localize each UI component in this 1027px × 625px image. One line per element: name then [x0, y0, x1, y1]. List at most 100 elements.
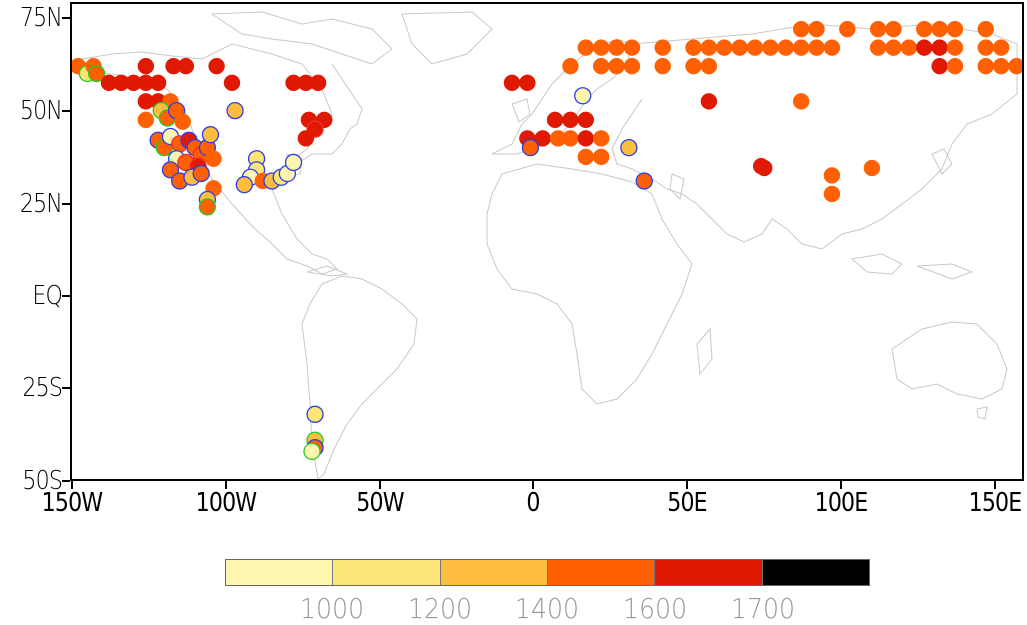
station-marker	[306, 405, 324, 423]
station-marker	[792, 39, 810, 56]
station-marker	[174, 113, 192, 130]
station-marker	[592, 130, 610, 147]
station-marker	[839, 20, 856, 38]
station-marker	[562, 130, 579, 147]
station-marker	[235, 176, 253, 194]
station-marker	[562, 111, 579, 129]
station-marker	[562, 57, 579, 75]
station-marker	[608, 39, 625, 56]
colorbar-label: 1200	[407, 592, 473, 625]
station-marker	[685, 39, 702, 56]
colorbar-segment	[655, 560, 763, 585]
station-marker	[205, 150, 222, 168]
station-marker	[900, 39, 918, 56]
station-marker	[808, 39, 825, 56]
station-marker	[869, 39, 887, 56]
station-marker	[823, 185, 841, 203]
x-tick-label: 50W	[356, 488, 404, 518]
station-marker	[577, 111, 595, 129]
station-marker	[823, 167, 841, 184]
station-marker	[1008, 57, 1022, 75]
station-marker	[297, 130, 315, 147]
station-marker	[309, 74, 327, 92]
station-marker	[685, 57, 702, 75]
station-marker	[226, 101, 244, 120]
station-marker	[137, 57, 155, 75]
x-tick-label: 0	[526, 488, 540, 518]
station-marker	[654, 39, 671, 56]
colorbar-segment	[333, 560, 441, 585]
station-marker	[223, 74, 241, 92]
station-marker	[521, 138, 540, 157]
station-marker	[931, 57, 948, 75]
station-marker	[87, 64, 106, 83]
station-marker	[201, 126, 220, 144]
station-marker	[592, 57, 610, 75]
station-marker	[931, 39, 948, 56]
y-tick-label: 25N	[19, 189, 63, 219]
station-marker	[977, 20, 995, 38]
station-marker	[161, 161, 180, 179]
station-marker	[519, 74, 536, 92]
station-marker	[946, 20, 964, 38]
station-marker	[885, 39, 902, 56]
station-marker	[620, 138, 638, 157]
x-tick-label: 100W	[195, 488, 257, 518]
station-marker	[592, 39, 610, 56]
station-marker	[731, 39, 748, 56]
colorbar-segment	[440, 560, 548, 585]
station-marker	[746, 39, 764, 56]
y-tick-label: 50S	[22, 466, 62, 496]
colorbar	[225, 559, 870, 586]
station-marker	[946, 57, 964, 75]
station-marker	[700, 57, 718, 75]
station-marker	[503, 74, 521, 92]
station-marker	[946, 39, 964, 56]
station-marker	[577, 39, 595, 56]
station-marker	[792, 20, 810, 38]
station-marker	[885, 20, 902, 38]
station-marker	[977, 39, 995, 56]
station-marker	[177, 57, 195, 75]
station-marker	[915, 20, 933, 38]
station-marker	[700, 93, 718, 110]
station-marker	[623, 39, 641, 56]
station-marker	[869, 20, 887, 38]
station-marker	[931, 20, 948, 38]
station-marker	[303, 442, 321, 461]
station-marker	[623, 57, 641, 75]
station-marker	[149, 74, 167, 92]
station-marker	[823, 39, 841, 56]
station-marker	[592, 148, 610, 166]
station-marker	[208, 57, 225, 75]
station-marker	[608, 57, 625, 75]
y-tick-label: 25S	[22, 373, 62, 403]
colorbar-label: 1000	[299, 592, 365, 625]
colorbar-label: 1700	[730, 592, 796, 625]
station-marker	[992, 39, 1010, 56]
station-marker	[792, 93, 810, 110]
coastlines	[81, 11, 1018, 479]
station-marker	[137, 111, 155, 129]
map-plot-area	[70, 2, 1024, 481]
station-marker	[777, 39, 795, 56]
station-marker	[915, 39, 933, 56]
station-marker	[863, 159, 881, 177]
x-tick-label: 150W	[41, 488, 103, 518]
station-marker	[546, 111, 564, 129]
colorbar-segment	[226, 560, 334, 585]
station-marker	[977, 57, 995, 75]
station-marker	[716, 39, 733, 56]
colorbar-label: 1600	[622, 592, 688, 625]
station-marker	[577, 130, 595, 147]
x-tick-label: 50E	[667, 488, 707, 518]
world-map	[72, 11, 1022, 479]
station-marker	[284, 153, 303, 172]
colorbar-segment	[547, 560, 656, 585]
station-marker	[992, 57, 1010, 75]
station-marker	[762, 39, 779, 56]
station-marker	[635, 172, 653, 190]
y-tick-label: 50N	[19, 96, 63, 126]
station-markers	[72, 20, 1022, 461]
station-marker	[654, 57, 671, 75]
